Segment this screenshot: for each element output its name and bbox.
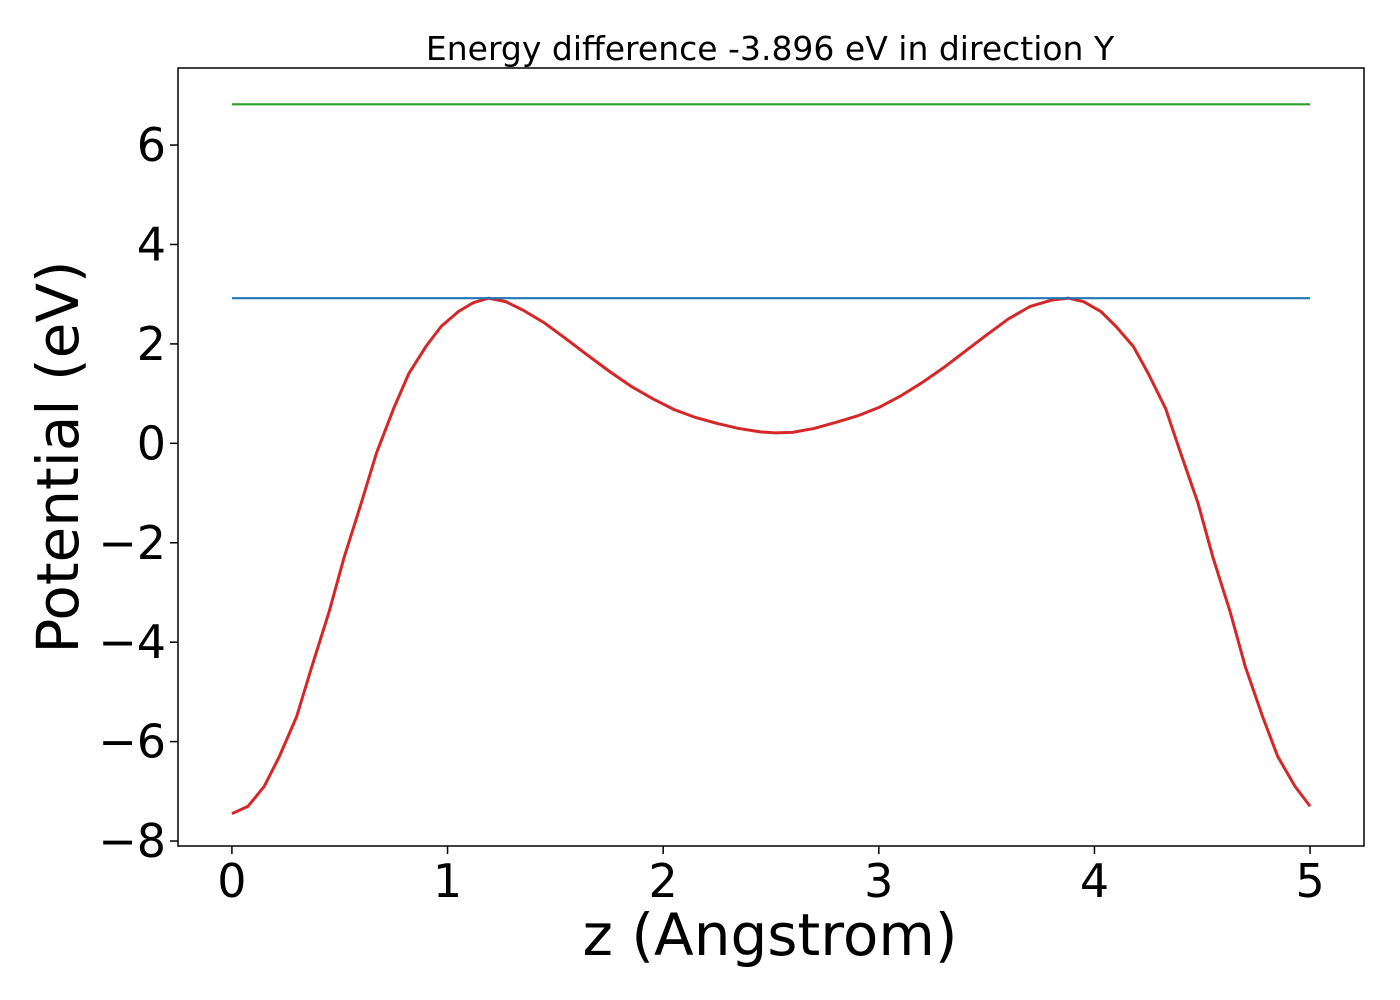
x-tick-label: 0 bbox=[217, 854, 246, 908]
x-tick-label: 3 bbox=[864, 854, 893, 908]
y-tick-label: 2 bbox=[137, 317, 166, 371]
series-line-0 bbox=[231, 296, 1312, 816]
x-tick-label: 2 bbox=[649, 854, 678, 908]
x-tick-label: 1 bbox=[433, 854, 462, 908]
x-axis-ticks: 0 1 2 3 4 5 bbox=[217, 846, 1325, 908]
y-tick-label: −8 bbox=[98, 814, 166, 868]
plot-area-frame bbox=[177, 67, 1365, 847]
y-tick-label: −2 bbox=[98, 516, 166, 570]
y-tick-label: 4 bbox=[137, 217, 166, 271]
y-tick-label: 0 bbox=[137, 416, 166, 470]
x-tick-label: 5 bbox=[1295, 854, 1324, 908]
x-tick-label: 4 bbox=[1080, 854, 1109, 908]
y-tick-label: −4 bbox=[98, 615, 166, 669]
y-axis-label: Potential (eV) bbox=[24, 260, 92, 653]
series-layer bbox=[231, 103, 1312, 816]
y-axis-ticks: −8 −6 −4 −2 0 2 4 6 bbox=[98, 118, 178, 868]
x-axis-label: z (Angstrom) bbox=[583, 901, 958, 969]
y-tick-label: 6 bbox=[137, 118, 166, 172]
y-tick-label: −6 bbox=[98, 715, 166, 769]
chart-title: Energy difference -3.896 eV in direction… bbox=[426, 29, 1115, 68]
